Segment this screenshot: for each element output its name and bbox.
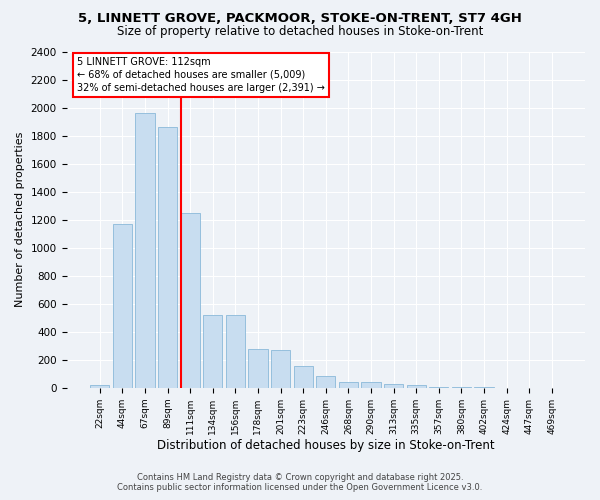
Bar <box>248 348 268 388</box>
Bar <box>293 366 313 388</box>
Bar <box>339 382 358 388</box>
Bar <box>181 212 200 388</box>
Bar <box>384 384 403 388</box>
Bar <box>271 350 290 388</box>
Bar <box>90 385 109 388</box>
Bar <box>361 382 380 388</box>
Bar <box>429 387 448 388</box>
Bar <box>136 113 155 388</box>
Bar <box>226 315 245 388</box>
Y-axis label: Number of detached properties: Number of detached properties <box>15 132 25 308</box>
Bar <box>407 386 426 388</box>
Bar <box>452 387 471 388</box>
Bar <box>203 315 223 388</box>
Bar <box>316 376 335 388</box>
Text: Size of property relative to detached houses in Stoke-on-Trent: Size of property relative to detached ho… <box>117 25 483 38</box>
X-axis label: Distribution of detached houses by size in Stoke-on-Trent: Distribution of detached houses by size … <box>157 440 494 452</box>
Bar <box>158 127 177 388</box>
Text: 5 LINNETT GROVE: 112sqm
← 68% of detached houses are smaller (5,009)
32% of semi: 5 LINNETT GROVE: 112sqm ← 68% of detache… <box>77 56 325 93</box>
Text: Contains HM Land Registry data © Crown copyright and database right 2025.
Contai: Contains HM Land Registry data © Crown c… <box>118 473 482 492</box>
Bar <box>113 224 132 388</box>
Text: 5, LINNETT GROVE, PACKMOOR, STOKE-ON-TRENT, ST7 4GH: 5, LINNETT GROVE, PACKMOOR, STOKE-ON-TRE… <box>78 12 522 26</box>
